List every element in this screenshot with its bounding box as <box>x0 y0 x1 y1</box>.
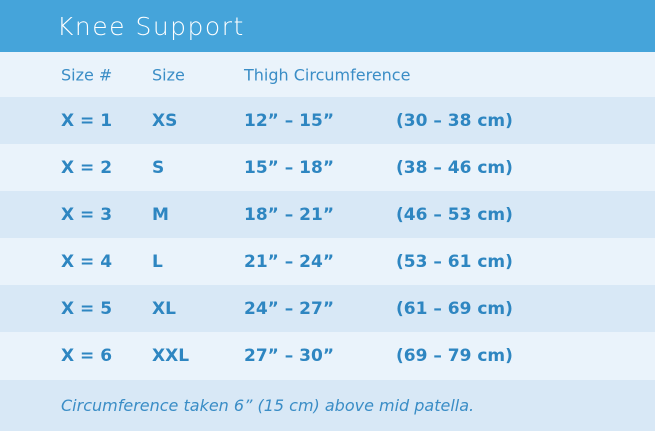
title-bar: Knee Support <box>0 0 655 52</box>
size-cell: M <box>152 204 169 225</box>
size-number-cell: X = 6 <box>61 346 113 366</box>
inches-cell: 21” – 24” <box>244 251 334 272</box>
size-number-cell: X = 2 <box>61 157 113 178</box>
table-row: X = 4 L 21” – 24” (53 – 61 cm) <box>0 238 655 285</box>
size-number-cell: X = 1 <box>61 110 113 131</box>
table-row: X = 2 S 15” – 18” (38 – 46 cm) <box>0 144 655 191</box>
header-size-number: Size # <box>61 65 113 84</box>
inches-cell: 27” – 30” <box>244 346 334 366</box>
cm-cell: (69 – 79 cm) <box>396 346 513 366</box>
table-row: X = 1 XS 12” – 15” (30 – 38 cm) <box>0 97 655 144</box>
size-cell: S <box>152 157 165 178</box>
cm-cell: (53 – 61 cm) <box>396 251 513 272</box>
header-size: Size <box>152 65 185 84</box>
size-cell: XXL <box>152 346 190 366</box>
size-cell: L <box>152 251 163 272</box>
cm-cell: (46 – 53 cm) <box>396 204 513 225</box>
size-number-cell: X = 4 <box>61 251 113 272</box>
size-number-cell: X = 5 <box>61 298 113 319</box>
table-header: Size # Size Thigh Circumference <box>0 52 655 97</box>
table-row: X = 5 XL 24” – 27” (61 – 69 cm) <box>0 285 655 332</box>
size-number-cell: X = 3 <box>61 204 113 225</box>
cm-cell: (38 – 46 cm) <box>396 157 513 178</box>
header-thigh-circumference: Thigh Circumference <box>244 65 411 84</box>
cm-cell: (30 – 38 cm) <box>396 110 513 131</box>
page-title: Knee Support <box>57 11 245 41</box>
inches-cell: 24” – 27” <box>244 298 334 319</box>
table-row: X = 3 M 18” – 21” (46 – 53 cm) <box>0 191 655 238</box>
inches-cell: 12” – 15” <box>244 110 334 131</box>
table-row: X = 6 XXL 27” – 30” (69 – 79 cm) <box>0 332 655 380</box>
cm-cell: (61 – 69 cm) <box>396 298 513 319</box>
footnote-text: Circumference taken 6” (15 cm) above mid… <box>61 395 475 415</box>
inches-cell: 15” – 18” <box>244 157 334 178</box>
inches-cell: 18” – 21” <box>244 204 334 225</box>
size-cell: XS <box>152 110 178 131</box>
footnote: Circumference taken 6” (15 cm) above mid… <box>0 380 655 430</box>
size-cell: XL <box>152 298 176 319</box>
